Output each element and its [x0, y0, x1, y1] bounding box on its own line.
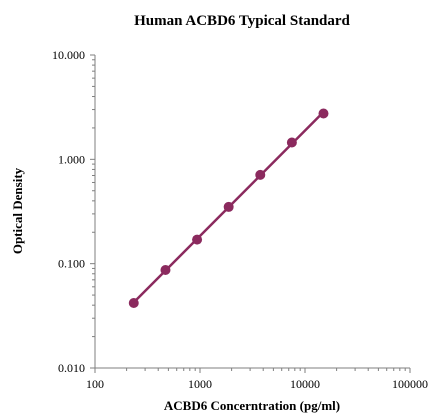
x-tick-label: 10000: [290, 377, 320, 391]
x-axis-label: ACBD6 Concerntration (pg/ml): [164, 398, 340, 413]
x-tick-label: 1000: [188, 377, 212, 391]
y-tick-label: 0.100: [58, 257, 85, 271]
chart-title: Human ACBD6 Typical Standard: [134, 13, 350, 29]
data-point: [223, 201, 234, 212]
data-point: [286, 137, 297, 148]
y-axis-label: Optical Density: [10, 167, 25, 254]
data-point: [255, 169, 266, 180]
y-tick-label: 10.000: [52, 48, 85, 62]
x-tick-label: 100: [86, 377, 104, 391]
data-point: [318, 108, 329, 119]
y-tick-label: 1.000: [58, 152, 85, 166]
axis-ticks: 0.010 0.100 1.000 10.000 100 1000 10000 100000: [52, 48, 428, 391]
data-point: [160, 264, 171, 275]
x-tick-label: 100000: [392, 377, 428, 391]
data-points: [128, 108, 329, 308]
data-point: [192, 234, 203, 245]
y-tick-label: 0.010: [58, 361, 85, 375]
data-point: [128, 297, 139, 308]
